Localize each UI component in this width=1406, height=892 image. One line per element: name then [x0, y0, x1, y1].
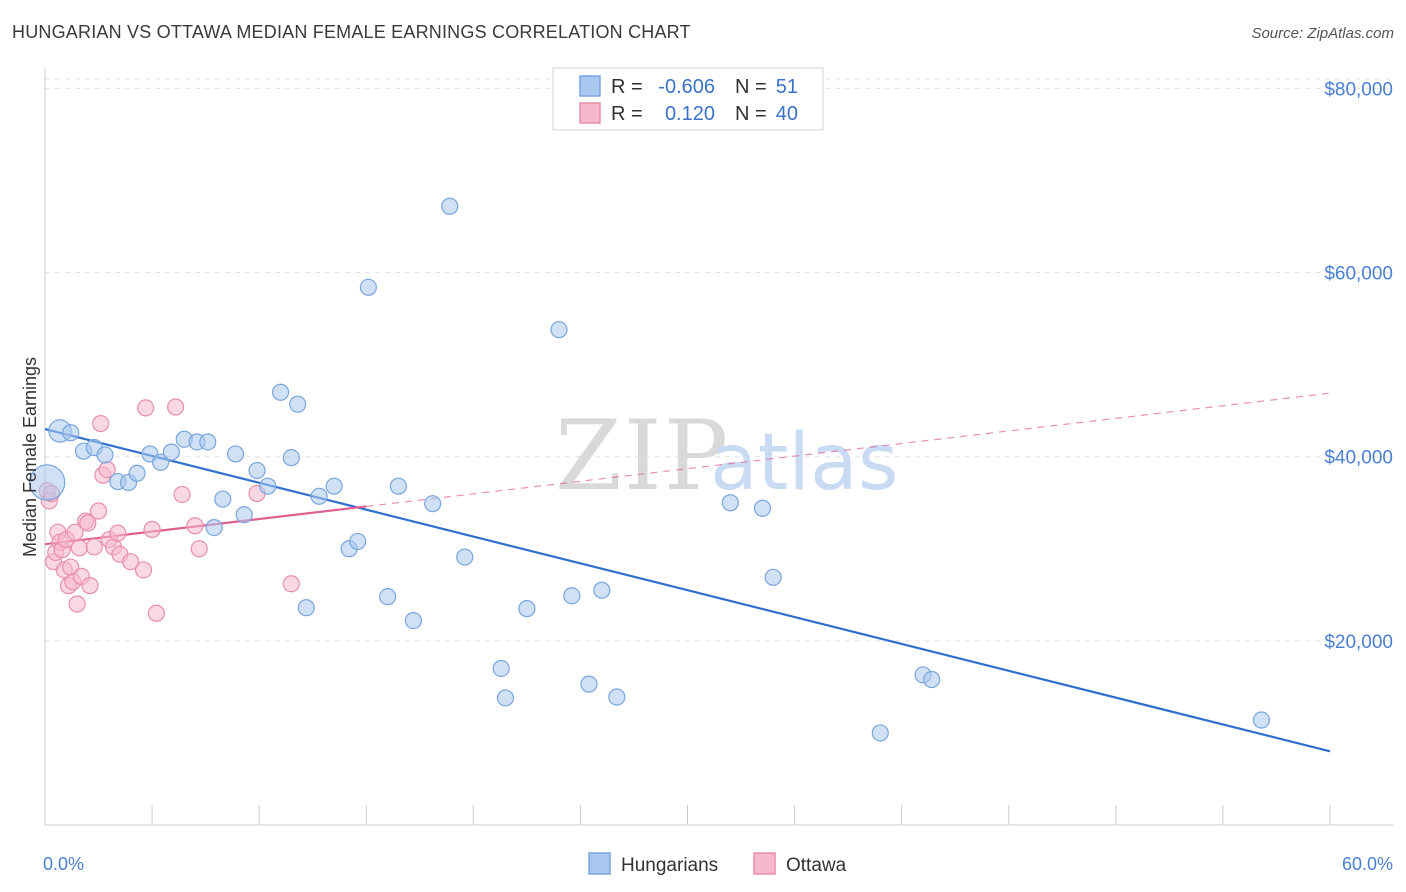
legend-r-value-2: 0.120 — [665, 103, 715, 125]
trend-line-ottawa — [44, 505, 367, 546]
bottom-legend-swatch-ottawa — [753, 852, 776, 875]
data-point-hungarians — [753, 499, 772, 517]
data-point-hungarians — [404, 611, 422, 630]
data-point-ottawa — [190, 540, 208, 558]
data-point-hungarians — [721, 494, 739, 512]
data-point-ottawa — [85, 538, 103, 556]
data-point-hungarians — [205, 519, 223, 537]
data-point-ottawa — [109, 524, 127, 542]
tick-labels: $20,000 $40,000 $60,000 $80,000 0.0% 60.0% — [43, 79, 1393, 874]
data-point-hungarians — [1252, 711, 1271, 729]
axes — [44, 68, 1393, 826]
legend-swatch-hungarians — [579, 75, 601, 97]
chart-source: Source: ZipAtlas.com — [1251, 25, 1394, 42]
y-axis-label: Median Female Earnings — [20, 357, 40, 557]
data-point-hungarians — [289, 395, 307, 413]
data-point-ottawa — [92, 414, 110, 433]
data-points — [28, 197, 1271, 742]
data-point-hungarians — [128, 464, 146, 482]
data-point-ottawa — [186, 517, 204, 535]
watermark: ZIP atlas — [555, 400, 899, 512]
y-tick-label: $80,000 — [1324, 79, 1393, 100]
data-point-hungarians — [359, 278, 377, 296]
data-point-hungarians — [580, 675, 598, 693]
data-point-ottawa — [81, 577, 99, 595]
legend-swatch-ottawa — [579, 102, 601, 124]
y-tick-label: $40,000 — [1324, 448, 1393, 469]
legend-r-label-2: R = — [611, 103, 643, 125]
data-point-hungarians — [248, 461, 266, 480]
data-point-hungarians — [764, 568, 782, 586]
trend-line-ottawa-extension — [366, 392, 1331, 508]
data-point-ottawa — [122, 553, 140, 571]
data-point-ottawa — [89, 502, 108, 520]
data-point-ottawa — [134, 561, 153, 579]
data-point-ottawa — [143, 520, 161, 539]
legend-n-label-2: N = — [735, 103, 767, 125]
data-point-ottawa — [137, 399, 155, 417]
bottom-legend-swatch-hungarians — [588, 852, 611, 875]
data-point-hungarians — [496, 689, 515, 707]
y-tick-label: $60,000 — [1324, 264, 1393, 285]
legend-box: R = -0.606 N = 51 R = 0.120 N = 40 — [552, 67, 824, 131]
legend-n-value-2: 40 — [776, 103, 798, 125]
data-point-hungarians — [349, 532, 367, 551]
data-point-ottawa — [167, 398, 185, 416]
data-point-hungarians — [563, 587, 581, 605]
data-point-hungarians — [297, 599, 315, 617]
data-point-ottawa — [173, 485, 191, 504]
bottom-legend-label-ottawa: Ottawa — [786, 855, 847, 876]
data-point-hungarians — [923, 670, 941, 689]
trend-line-hungarians — [44, 428, 1331, 753]
legend-n-value-1: 51 — [776, 76, 798, 98]
data-point-ottawa — [68, 595, 86, 613]
data-point-hungarians — [441, 197, 459, 215]
watermark-atlas: atlas — [710, 418, 899, 508]
data-point-hungarians — [199, 433, 217, 451]
data-point-hungarians — [424, 495, 442, 513]
grid-lines — [45, 78, 1393, 642]
data-point-ottawa — [79, 514, 97, 532]
data-point-hungarians — [162, 443, 180, 461]
data-point-ottawa — [70, 539, 88, 557]
data-point-hungarians — [310, 487, 328, 505]
data-point-ottawa — [147, 604, 165, 622]
data-point-hungarians — [235, 506, 253, 524]
data-point-hungarians — [593, 581, 611, 599]
bottom-legend: Hungarians Ottawa — [588, 852, 847, 876]
data-point-hungarians — [152, 453, 170, 471]
data-point-hungarians — [550, 321, 568, 339]
data-point-hungarians — [282, 449, 300, 467]
legend-r-value-1: -0.606 — [658, 76, 715, 98]
data-point-hungarians — [518, 600, 536, 618]
bottom-legend-label-hungarians: Hungarians — [621, 855, 718, 876]
x-tick-label-max: 60.0% — [1342, 854, 1393, 874]
y-tick-label: $20,000 — [1324, 632, 1393, 653]
data-point-hungarians — [871, 724, 889, 742]
data-point-hungarians — [214, 490, 232, 508]
trend-lines — [44, 392, 1331, 753]
data-point-hungarians — [492, 659, 510, 678]
legend-n-label-1: N = — [735, 76, 767, 98]
data-point-hungarians — [259, 477, 277, 495]
legend-r-label-1: R = — [611, 76, 643, 98]
data-point-hungarians — [389, 477, 407, 495]
x-tick-label-min: 0.0% — [43, 854, 84, 874]
data-point-hungarians — [608, 688, 626, 706]
data-point-hungarians — [456, 548, 474, 566]
data-point-hungarians — [28, 464, 66, 501]
watermark-zip: ZIP — [555, 400, 730, 512]
data-point-hungarians — [62, 424, 80, 442]
data-point-ottawa — [282, 575, 300, 593]
chart-title: HUNGARIAN VS OTTAWA MEDIAN FEMALE EARNIN… — [12, 22, 691, 42]
data-point-hungarians — [227, 445, 245, 463]
data-point-hungarians — [96, 446, 114, 464]
data-point-hungarians — [271, 383, 290, 401]
data-point-hungarians — [325, 477, 343, 495]
data-point-hungarians — [379, 588, 397, 606]
data-point-ottawa — [66, 523, 84, 541]
